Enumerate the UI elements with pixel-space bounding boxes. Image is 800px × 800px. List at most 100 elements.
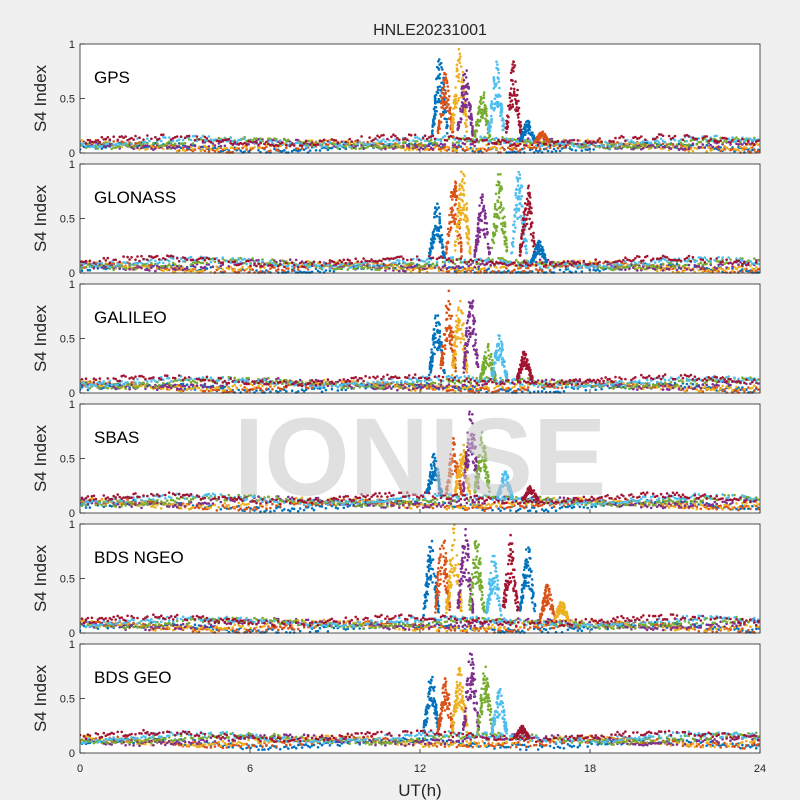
data-point bbox=[336, 141, 340, 145]
data-point bbox=[669, 267, 673, 271]
data-point bbox=[429, 142, 433, 145]
data-point bbox=[454, 249, 457, 252]
data-point bbox=[463, 203, 466, 207]
data-point bbox=[614, 265, 617, 269]
data-point bbox=[634, 261, 637, 265]
data-point bbox=[624, 256, 627, 260]
data-point bbox=[322, 138, 326, 142]
data-point bbox=[468, 250, 471, 253]
data-point bbox=[181, 138, 185, 142]
data-point bbox=[402, 259, 405, 263]
data-point bbox=[745, 269, 748, 273]
data-point bbox=[677, 148, 681, 152]
data-point bbox=[624, 139, 627, 143]
data-point bbox=[354, 145, 358, 148]
data-point bbox=[437, 74, 440, 78]
data-point bbox=[582, 259, 586, 263]
data-point bbox=[505, 130, 508, 134]
data-point bbox=[483, 233, 486, 236]
data-point bbox=[106, 136, 110, 139]
data-point bbox=[594, 258, 597, 261]
data-point bbox=[534, 144, 538, 147]
data-point bbox=[480, 201, 484, 204]
data-point bbox=[223, 147, 227, 150]
data-point bbox=[590, 142, 593, 145]
data-point bbox=[110, 265, 113, 269]
data-point bbox=[757, 139, 760, 142]
data-point bbox=[564, 144, 568, 147]
data-point bbox=[88, 259, 92, 263]
data-point bbox=[723, 148, 726, 151]
data-point bbox=[651, 144, 655, 147]
data-point bbox=[596, 139, 599, 142]
data-point bbox=[267, 262, 270, 265]
data-point bbox=[655, 139, 659, 142]
data-point bbox=[520, 204, 523, 207]
data-point bbox=[496, 63, 499, 66]
data-point bbox=[167, 259, 171, 263]
data-point bbox=[322, 141, 326, 145]
data-point bbox=[84, 265, 88, 269]
data-point bbox=[211, 265, 215, 269]
data-point bbox=[179, 257, 183, 260]
data-point bbox=[94, 139, 98, 142]
data-point bbox=[453, 220, 457, 224]
data-point bbox=[546, 149, 550, 153]
data-point bbox=[524, 247, 528, 251]
data-point bbox=[697, 137, 701, 140]
data-point bbox=[463, 101, 467, 104]
data-point bbox=[350, 261, 354, 265]
data-point bbox=[306, 151, 310, 154]
data-point bbox=[255, 259, 258, 262]
data-point bbox=[201, 269, 205, 273]
data-point bbox=[467, 232, 471, 235]
data-point bbox=[505, 242, 508, 245]
data-point bbox=[527, 126, 530, 129]
data-point bbox=[689, 268, 693, 272]
data-point bbox=[548, 268, 552, 272]
data-point bbox=[622, 266, 625, 270]
data-point bbox=[330, 138, 334, 141]
data-point bbox=[534, 268, 538, 271]
data-point bbox=[458, 52, 462, 56]
data-point bbox=[438, 218, 442, 221]
data-point bbox=[524, 237, 527, 241]
data-point bbox=[505, 248, 509, 252]
data-point bbox=[442, 253, 445, 257]
data-point bbox=[536, 269, 540, 273]
data-point bbox=[727, 256, 730, 259]
data-point bbox=[642, 267, 645, 271]
data-point bbox=[620, 263, 623, 267]
data-point bbox=[649, 146, 653, 149]
data-point bbox=[136, 255, 139, 258]
data-point bbox=[717, 141, 720, 144]
data-point bbox=[287, 151, 290, 154]
data-point bbox=[505, 261, 508, 264]
data-point bbox=[588, 260, 591, 264]
data-point bbox=[96, 145, 100, 149]
data-point bbox=[469, 263, 473, 266]
data-point bbox=[245, 139, 248, 143]
data-point bbox=[438, 100, 441, 103]
data-point bbox=[332, 270, 336, 273]
data-point bbox=[86, 268, 90, 272]
data-point bbox=[479, 138, 482, 141]
data-point bbox=[326, 143, 330, 147]
data-point bbox=[528, 143, 532, 147]
data-point bbox=[476, 221, 480, 225]
data-point bbox=[480, 108, 484, 111]
data-point bbox=[292, 144, 296, 147]
data-point bbox=[485, 232, 489, 236]
data-point bbox=[229, 136, 232, 139]
data-point bbox=[294, 147, 298, 150]
data-point bbox=[384, 147, 387, 151]
data-point bbox=[737, 143, 740, 146]
panel-label: GPS bbox=[94, 68, 130, 87]
data-point bbox=[465, 260, 469, 264]
data-point bbox=[340, 144, 344, 148]
data-point bbox=[669, 147, 673, 150]
data-point bbox=[602, 264, 605, 268]
data-point bbox=[253, 262, 256, 265]
data-point bbox=[518, 186, 522, 190]
data-point bbox=[516, 197, 520, 201]
